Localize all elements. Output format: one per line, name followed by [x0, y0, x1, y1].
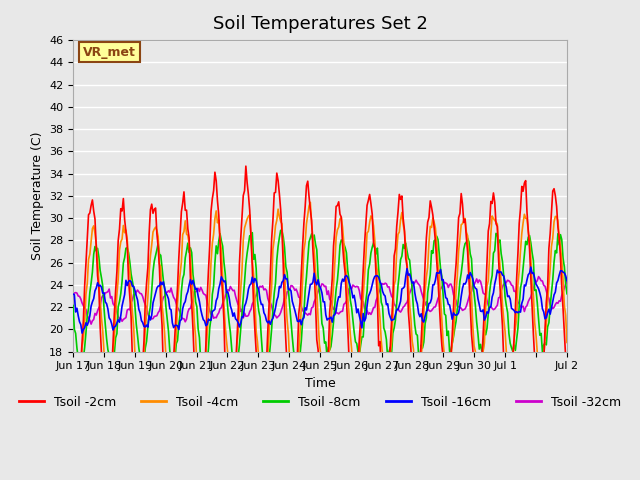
Y-axis label: Soil Temperature (C): Soil Temperature (C) [31, 132, 44, 260]
X-axis label: Time: Time [305, 377, 335, 390]
Text: VR_met: VR_met [83, 46, 136, 59]
Legend: Tsoil -2cm, Tsoil -4cm, Tsoil -8cm, Tsoil -16cm, Tsoil -32cm: Tsoil -2cm, Tsoil -4cm, Tsoil -8cm, Tsoi… [14, 391, 626, 414]
Title: Soil Temperatures Set 2: Soil Temperatures Set 2 [212, 15, 428, 33]
